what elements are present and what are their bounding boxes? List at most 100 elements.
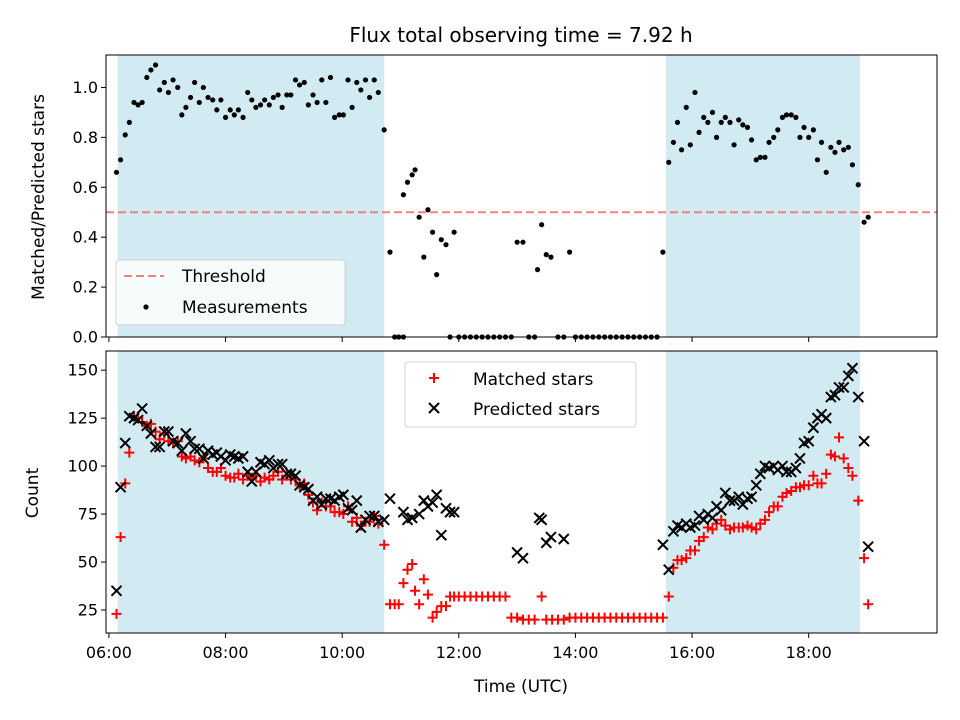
bottom-series-0-point-122: [698, 532, 709, 543]
bottom-series-1-point-82: [657, 539, 669, 551]
top-series-0-point-121: [687, 142, 693, 148]
bottom-series-0-point-149: [816, 478, 827, 489]
bottom-series-1-point-125: [846, 362, 859, 374]
top-series-0-point-16: [183, 104, 189, 111]
top-y-tick-label-4: 0.8: [73, 128, 98, 147]
top-series-0-point-52: [340, 112, 346, 118]
top-y-tick-label-0: 0.0: [73, 328, 98, 347]
top-series-0-point-6: [139, 99, 145, 106]
top-series-0-point-30: [245, 89, 251, 96]
top-series-0-point-29: [240, 114, 246, 120]
bottom-y-tick-label-3: 100: [67, 457, 98, 476]
bottom-series-0-point-146: [803, 480, 814, 491]
bottom-series-1-point-91: [698, 514, 710, 526]
bottom-series-0-point-72: [427, 612, 438, 623]
top-series-0-point-43: [301, 79, 307, 86]
bottom-series-1-point-99: [733, 491, 745, 503]
bottom-series-1-point-61: [378, 514, 390, 526]
legend-threshold-label: Threshold: [181, 267, 266, 287]
bottom-series-1-point-39: [281, 468, 293, 480]
top-series-0-point-95: [543, 252, 549, 258]
bottom-series-1-point-89: [689, 519, 701, 532]
bottom-series-0-point-64: [393, 599, 404, 610]
top-series-0-point-159: [855, 182, 861, 188]
bottom-series-1-point-11: [158, 425, 171, 438]
bottom-series-1-point-19: [193, 443, 206, 455]
top-series-0-point-27: [231, 112, 237, 118]
bottom-series-0-point-136: [759, 514, 770, 525]
top-series-0-point-96: [548, 254, 554, 260]
top-y-tick-label-2: 0.4: [73, 228, 98, 247]
legend-predicted-swatch: [428, 402, 440, 414]
bottom-series-1-point-116: [807, 422, 820, 434]
bottom-series-1-point-56: [355, 521, 367, 534]
bottom-series-0-point-124: [707, 524, 718, 535]
bottom-series-0-point-70: [418, 574, 429, 585]
bottom-series-0-point-96: [558, 614, 569, 625]
bottom-series-1-point-74: [448, 506, 460, 518]
bottom-series-0-point-92: [536, 591, 547, 602]
bottom-series-0-point-75: [440, 601, 451, 612]
top-series-0-point-123: [696, 129, 702, 135]
legend-bottom: Matched stars Predicted stars: [404, 361, 637, 428]
top-series-0-point-2: [122, 132, 128, 138]
bottom-y-tick-label-5: 150: [67, 361, 98, 380]
top-series-0-point-14: [175, 84, 181, 91]
top-series-0-point-116: [666, 159, 672, 165]
top-series-0-point-133: [740, 122, 746, 128]
bottom-series-1-point-37: [272, 458, 284, 470]
top-series-0-point-45: [310, 92, 316, 98]
top-series-0-point-140: [771, 134, 777, 140]
top-series-0-point-145: [793, 114, 799, 120]
bottom-series-1-point-30: [241, 466, 254, 478]
top-series-0-point-50: [331, 114, 338, 120]
top-series-0-point-146: [797, 134, 803, 140]
bottom-series-0-point-120: [689, 545, 700, 556]
bottom-series-0-point-147: [808, 470, 819, 481]
top-series-0-point-25: [222, 114, 229, 120]
bottom-series-0-point-113: [657, 612, 668, 623]
x-tick-label-4: 14:00: [552, 643, 598, 662]
top-series-0-point-8: [148, 67, 154, 73]
bottom-series-0-point-73: [431, 606, 442, 617]
bottom-series-1-point-7: [141, 420, 153, 432]
bottom-series-1-point-122: [833, 381, 845, 394]
bottom-series-1-point-81: [558, 533, 570, 545]
bottom-series-1-point-70: [430, 489, 443, 501]
bottom-series-0-point-134: [751, 524, 762, 535]
top-series-0-point-32: [253, 104, 259, 111]
top-series-0-point-1: [117, 157, 124, 163]
top-series-0-point-156: [841, 147, 847, 153]
top-series-0-point-99: [567, 249, 573, 255]
top-series-0-point-154: [832, 149, 838, 155]
bottom-series-1-point-58: [363, 510, 376, 522]
bottom-series-1-point-52: [337, 489, 350, 501]
top-series-0-point-12: [165, 89, 171, 96]
top-series-0-point-132: [736, 117, 742, 123]
top-series-0-point-151: [818, 139, 825, 145]
top-series-0-point-55: [354, 79, 360, 86]
top-series-0-point-4: [131, 99, 137, 106]
bottom-series-0-point-18: [189, 455, 200, 466]
bottom-series-1-point-73: [444, 506, 456, 518]
bottom-series-1-point-112: [790, 462, 802, 474]
top-series-0-point-120: [683, 104, 689, 111]
top-series-0-point-73: [429, 229, 436, 235]
top-series-0-point-157: [845, 144, 851, 150]
bottom-series-0-point-3: [124, 447, 135, 458]
top-series-0-point-130: [727, 119, 733, 125]
bottom-series-0-point-45: [308, 497, 319, 508]
bottom-series-0-point-1: [115, 532, 126, 543]
top-series-0-point-58: [366, 94, 373, 101]
bottom-series-0: [111, 411, 874, 625]
bottom-series-0-point-34: [259, 472, 270, 483]
bottom-series-1-point-128: [862, 540, 874, 553]
top-series-0-point-42: [297, 82, 303, 88]
bottom-series-1-point-55: [351, 494, 363, 507]
bottom-series-1-point-10: [153, 441, 166, 453]
bottom-series-0-point-67: [407, 558, 418, 569]
top-series-0-point-158: [849, 162, 856, 168]
bottom-y-tick-label-4: 125: [67, 409, 98, 428]
top-panel: 0.0 0.2 0.4 0.6 0.8 1.0: [73, 54, 938, 347]
